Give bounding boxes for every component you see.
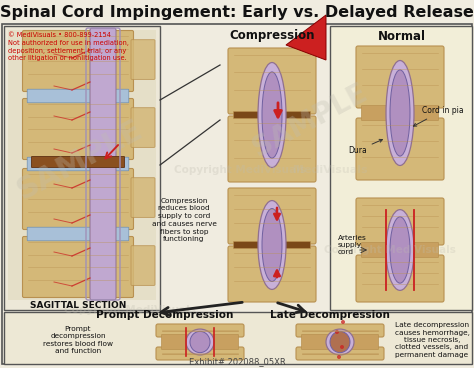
- FancyBboxPatch shape: [131, 246, 155, 286]
- FancyBboxPatch shape: [4, 26, 160, 310]
- FancyBboxPatch shape: [228, 188, 316, 244]
- FancyBboxPatch shape: [356, 118, 444, 180]
- FancyBboxPatch shape: [22, 99, 134, 159]
- Text: Exhibit# 202088_05XR: Exhibit# 202088_05XR: [189, 357, 285, 367]
- Text: Dura: Dura: [348, 139, 383, 155]
- FancyBboxPatch shape: [31, 156, 125, 167]
- Text: SAGITTAL SECTION: SAGITTAL SECTION: [30, 301, 126, 309]
- FancyBboxPatch shape: [8, 30, 156, 300]
- FancyBboxPatch shape: [296, 324, 384, 337]
- FancyBboxPatch shape: [131, 40, 155, 79]
- FancyBboxPatch shape: [228, 48, 316, 114]
- Text: SAMPLE: SAMPLE: [12, 115, 148, 205]
- Text: Copyright MediVisuals: Copyright MediVisuals: [324, 245, 456, 255]
- Text: Copyright MediVisuals: Copyright MediVisuals: [174, 165, 306, 175]
- Ellipse shape: [335, 330, 339, 334]
- FancyBboxPatch shape: [27, 89, 129, 103]
- FancyBboxPatch shape: [27, 157, 129, 171]
- FancyBboxPatch shape: [4, 312, 472, 364]
- FancyBboxPatch shape: [131, 178, 155, 217]
- Text: © MediVisuals • 800-899-2154
Not authorized for use in mediation,
deposition, se: © MediVisuals • 800-899-2154 Not authori…: [8, 32, 129, 61]
- Ellipse shape: [258, 201, 286, 289]
- FancyBboxPatch shape: [301, 335, 379, 350]
- Text: SAMPLE: SAMPLE: [248, 78, 372, 162]
- FancyBboxPatch shape: [362, 243, 438, 258]
- Text: Normal: Normal: [378, 29, 426, 42]
- FancyBboxPatch shape: [234, 241, 310, 248]
- Text: Arteries
supply
cord: Arteries supply cord: [338, 234, 367, 255]
- Ellipse shape: [258, 63, 286, 167]
- Ellipse shape: [326, 329, 354, 355]
- FancyBboxPatch shape: [234, 112, 310, 118]
- Text: Copyright MediVisuals: Copyright MediVisuals: [64, 305, 196, 315]
- FancyBboxPatch shape: [156, 347, 244, 360]
- Ellipse shape: [340, 345, 344, 349]
- Text: Spinal Cord Impingement: Early vs. Delayed Release: Spinal Cord Impingement: Early vs. Delay…: [0, 6, 474, 21]
- FancyBboxPatch shape: [228, 116, 316, 182]
- FancyBboxPatch shape: [228, 246, 316, 302]
- FancyBboxPatch shape: [162, 335, 238, 350]
- FancyBboxPatch shape: [156, 324, 244, 337]
- FancyBboxPatch shape: [330, 26, 472, 310]
- Ellipse shape: [337, 355, 341, 359]
- Ellipse shape: [190, 332, 210, 353]
- FancyBboxPatch shape: [296, 347, 384, 360]
- Ellipse shape: [262, 209, 282, 282]
- Ellipse shape: [262, 72, 282, 158]
- Ellipse shape: [386, 210, 414, 290]
- Text: Cord in pia: Cord in pia: [413, 106, 464, 126]
- FancyBboxPatch shape: [27, 227, 129, 241]
- Text: Compression: Compression: [229, 29, 315, 42]
- Ellipse shape: [330, 332, 350, 353]
- Text: Prompt
decompression
restores blood flow
and function: Prompt decompression restores blood flow…: [43, 326, 113, 354]
- FancyBboxPatch shape: [356, 255, 444, 302]
- FancyBboxPatch shape: [22, 169, 134, 230]
- FancyBboxPatch shape: [356, 46, 444, 108]
- Text: Late decompression
causes hemorrhage,
tissue necrosis,
clotted vessels, and
perm: Late decompression causes hemorrhage, ti…: [394, 322, 469, 358]
- FancyBboxPatch shape: [131, 108, 155, 148]
- FancyBboxPatch shape: [362, 106, 438, 120]
- FancyBboxPatch shape: [22, 237, 134, 297]
- Text: Late Decompression: Late Decompression: [270, 310, 390, 320]
- Ellipse shape: [386, 60, 414, 166]
- Text: Compression
reduces blood
supply to cord
and causes nerve
fibers to stop
functio: Compression reduces blood supply to cord…: [152, 198, 217, 243]
- Ellipse shape: [186, 329, 214, 355]
- FancyBboxPatch shape: [22, 31, 134, 92]
- FancyBboxPatch shape: [356, 198, 444, 245]
- Text: MediVisuals: MediVisuals: [292, 165, 367, 175]
- FancyBboxPatch shape: [90, 28, 116, 300]
- Text: Prompt Decompression: Prompt Decompression: [96, 310, 234, 320]
- Ellipse shape: [390, 70, 410, 156]
- Polygon shape: [286, 15, 326, 60]
- Ellipse shape: [390, 217, 410, 283]
- Ellipse shape: [341, 320, 345, 324]
